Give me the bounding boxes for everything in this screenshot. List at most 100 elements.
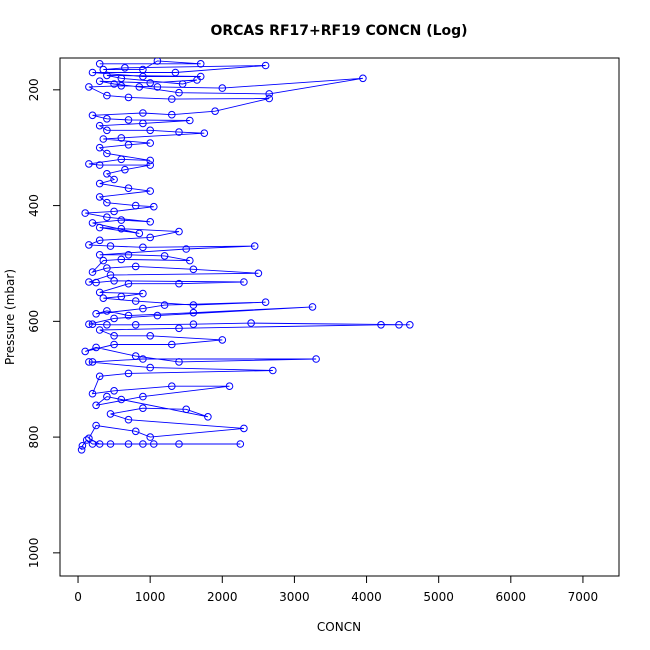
data-point xyxy=(146,233,154,242)
data-point xyxy=(175,440,183,448)
data-point xyxy=(110,340,118,349)
chart-title: ORCAS RF17+RF19 CONCN (Log) xyxy=(210,23,467,39)
data-point xyxy=(139,404,147,413)
data-point xyxy=(88,320,97,329)
data-point xyxy=(85,358,93,366)
data-point xyxy=(153,83,162,91)
data-point xyxy=(106,271,115,279)
data-point xyxy=(131,427,140,436)
data-point xyxy=(103,392,111,401)
data-point xyxy=(95,121,104,130)
data-point xyxy=(117,134,126,142)
data-point xyxy=(103,264,111,272)
data-point xyxy=(196,72,205,81)
data-point xyxy=(95,372,104,381)
data-point xyxy=(153,58,162,65)
data-point xyxy=(92,421,100,430)
data-point xyxy=(88,68,97,77)
data-point xyxy=(99,135,108,143)
data-point xyxy=(211,107,219,115)
data-point xyxy=(135,83,144,91)
data-point xyxy=(103,149,111,158)
data-point xyxy=(150,202,158,211)
data-point xyxy=(265,90,274,98)
data-point xyxy=(99,294,108,303)
data-point xyxy=(88,111,97,120)
data-point xyxy=(254,269,263,278)
data-point xyxy=(92,401,100,410)
data-point xyxy=(150,440,158,448)
data-point xyxy=(95,440,104,448)
data-point xyxy=(139,289,147,298)
data-point xyxy=(146,433,154,441)
series-line xyxy=(81,60,410,450)
data-point xyxy=(85,434,93,443)
data-point xyxy=(139,243,147,252)
data-point xyxy=(124,311,133,320)
data-point xyxy=(146,156,154,165)
data-point xyxy=(146,161,154,169)
data-point xyxy=(95,161,104,169)
data-point xyxy=(236,440,245,448)
data-point xyxy=(110,277,118,285)
data-point xyxy=(99,65,108,74)
data-point xyxy=(139,392,147,401)
x-tick-label: 2000 xyxy=(207,590,238,604)
data-point xyxy=(106,410,115,418)
y-tick-label: 400 xyxy=(27,194,41,217)
data-point xyxy=(82,436,91,444)
data-point xyxy=(196,60,205,68)
data-point xyxy=(406,321,414,329)
x-tick-label: 4000 xyxy=(351,590,382,604)
data-point xyxy=(182,405,190,414)
data-point xyxy=(103,198,111,207)
y-tick-label: 600 xyxy=(27,310,41,333)
data-point xyxy=(240,278,248,286)
data-point xyxy=(218,336,227,344)
data-point xyxy=(146,187,154,195)
data-point xyxy=(95,288,104,297)
data-point xyxy=(124,116,133,124)
data-point xyxy=(88,389,97,398)
plot-frame xyxy=(59,57,620,577)
data-point xyxy=(110,80,118,88)
data-point xyxy=(85,241,93,249)
data-point xyxy=(225,382,234,391)
data-point xyxy=(175,324,183,333)
data-point xyxy=(106,440,115,448)
data-point xyxy=(110,332,118,340)
y-tick-label: 200 xyxy=(27,78,41,101)
data-point xyxy=(95,60,104,68)
data-point xyxy=(261,61,270,70)
data-point xyxy=(261,298,270,307)
data-point xyxy=(117,82,126,90)
data-point xyxy=(110,387,118,395)
data-point xyxy=(146,79,154,87)
data-point xyxy=(77,446,86,454)
data-point xyxy=(240,424,248,433)
data-point xyxy=(131,321,140,329)
data-point xyxy=(103,91,111,100)
data-point xyxy=(175,128,183,136)
data-point xyxy=(175,358,183,366)
data-point xyxy=(139,109,147,117)
data-point xyxy=(81,209,89,217)
data-point xyxy=(189,265,198,274)
data-point xyxy=(131,201,140,210)
data-point xyxy=(92,278,100,287)
data-point xyxy=(99,256,108,265)
data-point xyxy=(189,308,198,317)
data-point xyxy=(168,340,176,349)
data-point xyxy=(139,65,147,74)
data-point xyxy=(308,303,317,311)
data-point xyxy=(117,224,126,233)
data-point xyxy=(103,126,111,135)
data-point xyxy=(269,366,277,375)
data-point xyxy=(146,218,154,226)
data-point xyxy=(92,310,100,318)
data-point xyxy=(124,141,133,149)
data-point xyxy=(178,80,187,88)
data-point xyxy=(124,369,133,378)
data-point xyxy=(88,219,97,227)
data-point xyxy=(189,301,198,309)
